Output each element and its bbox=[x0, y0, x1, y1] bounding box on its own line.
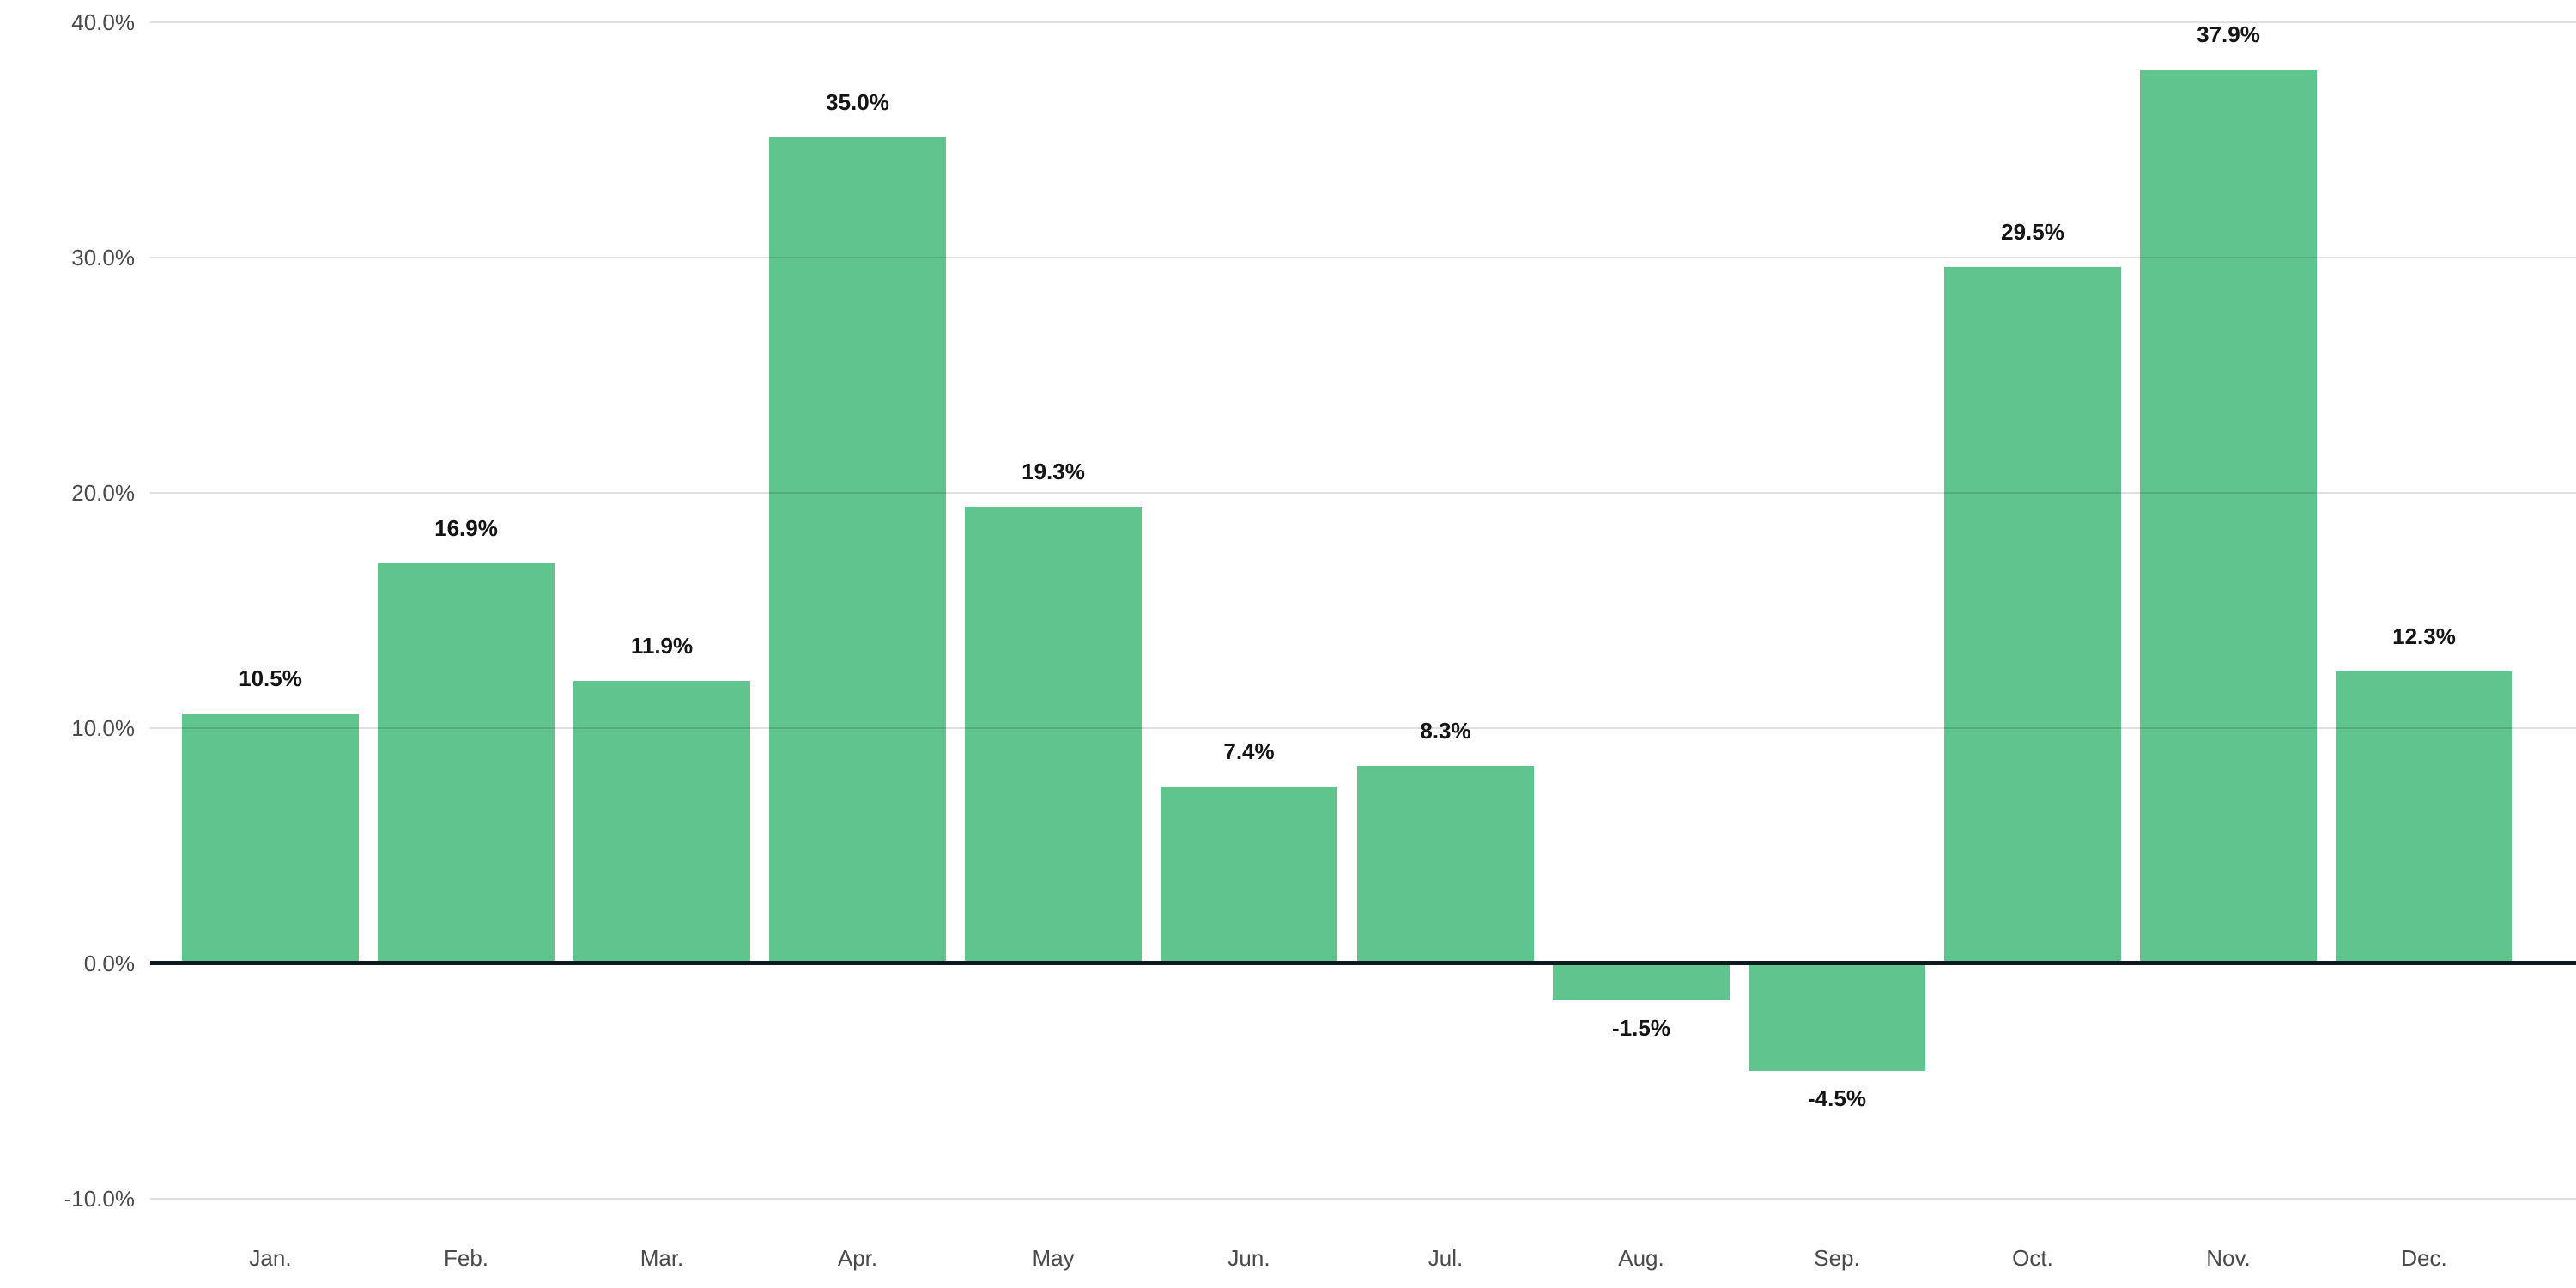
x-tick-label: Feb. bbox=[443, 1245, 489, 1271]
bar-value-label: -1.5% bbox=[1612, 1015, 1670, 1041]
y-tick-label: 30.0% bbox=[71, 245, 135, 270]
bar-jul[interactable] bbox=[1357, 766, 1534, 961]
zero-baseline bbox=[150, 961, 2576, 965]
bar-value-label: -4.5% bbox=[1808, 1085, 1866, 1111]
x-tick-label: Oct. bbox=[2012, 1245, 2053, 1271]
x-tick-label: Jan. bbox=[249, 1245, 292, 1271]
bar-aug[interactable] bbox=[1553, 965, 1730, 1000]
x-tick-label: Nov. bbox=[2206, 1245, 2251, 1271]
bar-apr[interactable] bbox=[769, 137, 946, 961]
bar-value-label: 8.3% bbox=[1420, 718, 1471, 744]
x-tick-label: Dec. bbox=[2401, 1245, 2447, 1271]
bar-may[interactable] bbox=[965, 507, 1142, 961]
y-tick-label: 0.0% bbox=[83, 951, 135, 976]
x-tick-label: Aug. bbox=[1618, 1245, 1664, 1271]
bar-jan[interactable] bbox=[182, 714, 359, 961]
bar-feb[interactable] bbox=[378, 563, 555, 961]
bar-sep[interactable] bbox=[1749, 965, 1925, 1071]
y-tick-label: -10.0% bbox=[64, 1186, 135, 1212]
x-tick-label: Jun. bbox=[1227, 1245, 1270, 1271]
bar-mar[interactable] bbox=[573, 681, 750, 961]
bar-value-label: 7.4% bbox=[1223, 738, 1275, 764]
bar-dec[interactable] bbox=[2336, 671, 2512, 961]
bar-jun[interactable] bbox=[1161, 787, 1337, 961]
bar-value-label: 37.9% bbox=[2197, 21, 2260, 47]
x-tick-label: Apr. bbox=[837, 1245, 878, 1271]
y-gridline bbox=[150, 1198, 2576, 1200]
bar-value-label: 10.5% bbox=[239, 665, 302, 691]
x-tick-label: May bbox=[1032, 1245, 1075, 1271]
bar-value-label: 16.9% bbox=[434, 515, 498, 541]
x-tick-label: Jul. bbox=[1427, 1245, 1464, 1271]
bar-nov[interactable] bbox=[2140, 70, 2317, 961]
bar-oct[interactable] bbox=[1944, 267, 2121, 961]
y-tick-label: 20.0% bbox=[71, 480, 135, 506]
bar-value-label: 29.5% bbox=[2001, 219, 2064, 245]
x-tick-label: Sep. bbox=[1814, 1245, 1860, 1271]
bar-value-label: 12.3% bbox=[2392, 623, 2456, 649]
bar-value-label: 11.9% bbox=[630, 633, 694, 659]
y-tick-label: 10.0% bbox=[71, 715, 135, 741]
bar-value-label: 35.0% bbox=[826, 89, 889, 115]
y-tick-label: 40.0% bbox=[71, 9, 135, 35]
bar-value-label: 19.3% bbox=[1021, 459, 1085, 484]
x-tick-label: Mar. bbox=[639, 1245, 684, 1271]
